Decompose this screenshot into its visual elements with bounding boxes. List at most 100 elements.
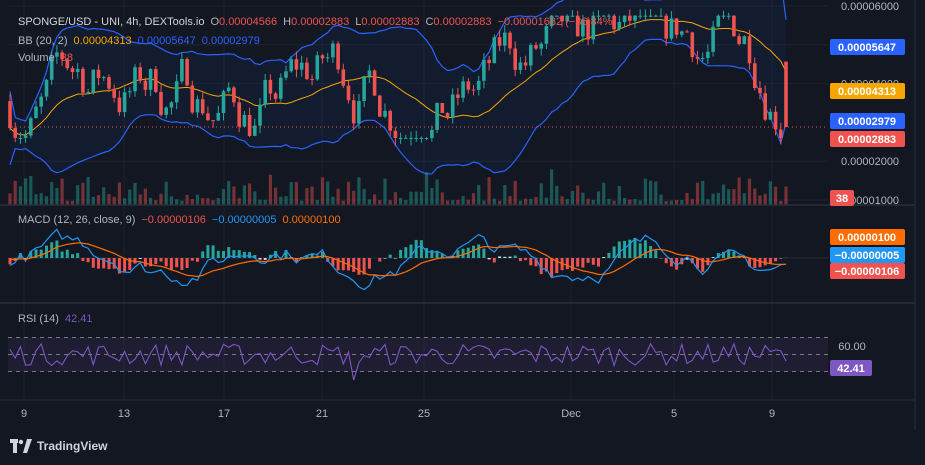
tradingview-logo[interactable]: TradingView bbox=[10, 439, 107, 453]
macd-histogram-bar bbox=[477, 244, 481, 258]
price-badge-text: 0.00004313 bbox=[838, 86, 896, 98]
volume-bar bbox=[779, 200, 783, 205]
macd-badge-text: 0.00000100 bbox=[838, 232, 896, 244]
volume-bar bbox=[60, 178, 64, 205]
macd-histogram-bar bbox=[18, 253, 22, 258]
macd-histogram-bar bbox=[55, 240, 59, 258]
time-axis[interactable]: 9 13 17 21 25 Dec 5 9 bbox=[21, 408, 775, 420]
volume-bar bbox=[607, 198, 611, 205]
candle-body bbox=[409, 137, 413, 139]
volume-bar bbox=[248, 183, 252, 205]
candle-body bbox=[456, 94, 460, 98]
macd-histogram-bar bbox=[482, 248, 486, 258]
volume-bar bbox=[253, 191, 257, 205]
open-value: 0.00004566 bbox=[219, 16, 278, 28]
candle-body bbox=[81, 68, 85, 93]
volume-bar bbox=[336, 188, 340, 205]
volume-bar bbox=[784, 186, 788, 205]
bb-legend[interactable]: BB (20, 2) 0.00004313 0.00005647 0.00002979 bbox=[18, 35, 266, 47]
candle-body bbox=[685, 31, 689, 33]
volume-legend[interactable]: Volume 38 bbox=[18, 52, 79, 64]
volume-bar bbox=[550, 169, 554, 205]
macd-histogram-bar bbox=[503, 256, 507, 258]
candle-body bbox=[169, 102, 174, 108]
candle-body bbox=[289, 59, 293, 72]
macd-histogram-bar bbox=[352, 258, 356, 272]
macd-histogram-bar bbox=[143, 258, 147, 267]
candle-body bbox=[273, 93, 278, 99]
volume-bar bbox=[435, 179, 439, 205]
volume-bar bbox=[675, 200, 679, 205]
candle-body bbox=[680, 31, 684, 35]
volume-bar bbox=[133, 182, 137, 205]
time-tick-label: 17 bbox=[218, 408, 230, 420]
volume-bar bbox=[201, 198, 205, 205]
candle-body bbox=[226, 87, 231, 92]
volume-bar bbox=[50, 182, 54, 205]
macd-histogram-bar bbox=[206, 245, 210, 258]
candle-body bbox=[180, 59, 184, 82]
volume-bar bbox=[315, 199, 319, 205]
candle-body bbox=[669, 18, 674, 39]
candle-body bbox=[497, 37, 502, 46]
candle-body bbox=[440, 103, 445, 113]
candle-body bbox=[591, 15, 596, 40]
macd-histogram-bar bbox=[456, 250, 460, 258]
volume-bar bbox=[284, 196, 288, 205]
ohlc-legend[interactable]: SPONGE/USD - UNI, 4h, DEXTools.io O0.0000… bbox=[18, 16, 622, 28]
macd-histogram-bar bbox=[341, 258, 345, 271]
macd-line bbox=[9, 228, 787, 291]
volume-bar bbox=[768, 181, 772, 205]
candle-body bbox=[148, 69, 153, 90]
volume-bar bbox=[216, 198, 220, 205]
volume-bar bbox=[102, 187, 106, 205]
macd-histogram-bar bbox=[180, 258, 184, 270]
macd-histogram-bar bbox=[107, 258, 111, 270]
volume-value: 38 bbox=[60, 52, 73, 64]
volume-bar bbox=[534, 197, 538, 205]
macd-histogram-bar bbox=[133, 258, 137, 264]
volume-bar bbox=[237, 198, 241, 205]
volume-bar bbox=[737, 177, 741, 205]
price-axis[interactable]: 0.000060000.000050000.000040000.00002000… bbox=[841, 1, 899, 207]
candle-body bbox=[49, 56, 54, 80]
macd-histogram-bar bbox=[664, 258, 668, 264]
macd-histogram-bar bbox=[357, 258, 361, 275]
volume-bar bbox=[617, 185, 621, 205]
candle-body bbox=[570, 15, 575, 17]
rsi-pane: 60.00 bbox=[8, 337, 866, 381]
candle-body bbox=[346, 85, 351, 101]
candle-body bbox=[555, 15, 559, 17]
rsi-badge-text: 42.41 bbox=[837, 363, 865, 375]
candle-body bbox=[133, 67, 137, 92]
volume-bar bbox=[76, 185, 80, 205]
volume-bar bbox=[649, 180, 653, 205]
macd-histogram-bar bbox=[383, 258, 387, 259]
macd-histogram-bar bbox=[654, 250, 658, 258]
volume-bar bbox=[24, 178, 28, 205]
volume-bar bbox=[425, 172, 429, 205]
candle-body bbox=[622, 15, 627, 22]
volume-bar bbox=[732, 189, 736, 205]
volume-bar bbox=[268, 174, 272, 205]
macd-legend[interactable]: MACD (12, 26, close, 9) −0.00000106 −0.000… bbox=[18, 214, 347, 226]
candle-body bbox=[414, 137, 418, 139]
candle-body bbox=[122, 92, 127, 113]
volume-bar bbox=[211, 200, 215, 205]
volume-bar bbox=[378, 200, 382, 205]
volume-bar bbox=[576, 185, 580, 205]
candle-body bbox=[91, 69, 96, 92]
macd-histogram-bar bbox=[555, 258, 559, 274]
macd-histogram-bar bbox=[196, 258, 199, 262]
pane-separators[interactable] bbox=[0, 0, 916, 430]
volume-bar bbox=[128, 189, 132, 205]
volume-bar bbox=[596, 191, 601, 205]
rsi-legend[interactable]: RSI (14) 42.41 bbox=[18, 313, 99, 325]
volume-bar bbox=[29, 175, 33, 205]
candle-body bbox=[581, 19, 585, 37]
rsi-label: RSI (14) bbox=[18, 313, 59, 325]
volume-bar bbox=[456, 200, 460, 205]
candle-body bbox=[211, 120, 215, 122]
